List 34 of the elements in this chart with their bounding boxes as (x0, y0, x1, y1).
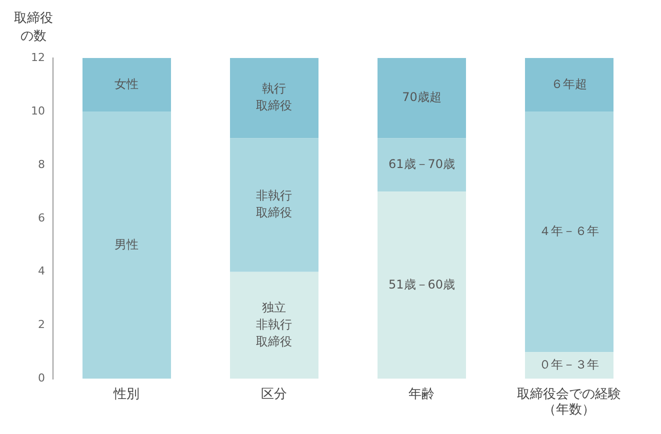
bar (525, 352, 614, 379)
annotation: 独立非執行取締役 (256, 300, 292, 348)
bar (230, 272, 318, 379)
bar (378, 192, 466, 379)
annotation: 執行取締役 (256, 82, 292, 113)
x-tick-label: 年齢 (408, 386, 435, 402)
annotation: ６年超 (551, 76, 588, 91)
y-tick-label: 8 (38, 158, 45, 171)
annotation: 男性 (114, 237, 139, 252)
y-tick-label: 4 (38, 264, 45, 278)
y-tick-label: 12 (30, 50, 45, 64)
annotation: ０年－３年 (539, 358, 600, 372)
bar (82, 111, 171, 379)
bar (525, 58, 614, 112)
bar (82, 58, 171, 112)
bar (378, 58, 466, 138)
x-tick-label: 取締役会での経験（年数） (517, 386, 622, 418)
annotation: 非執行取締役 (256, 188, 292, 220)
annotation: 70歳超 (402, 90, 442, 104)
y-tick-label: 0 (38, 372, 45, 385)
annotation: 51歳－60歳 (388, 277, 456, 292)
annotation: 女性 (114, 76, 139, 91)
y-tick-label: 10 (30, 104, 45, 118)
x-tick-label: 区分 (261, 386, 288, 402)
bar (230, 138, 318, 272)
bar (525, 111, 614, 352)
bar (230, 58, 318, 138)
y-tick-label: 6 (38, 211, 45, 224)
x-tick-label: 性別 (112, 386, 140, 402)
y-tick-label: 2 (38, 318, 45, 332)
annotation: 61歳－70歳 (388, 157, 456, 172)
annotation: ４年－６年 (539, 224, 600, 238)
bar (378, 138, 466, 192)
y-axis-title: 取締役の数 (12, 10, 54, 46)
